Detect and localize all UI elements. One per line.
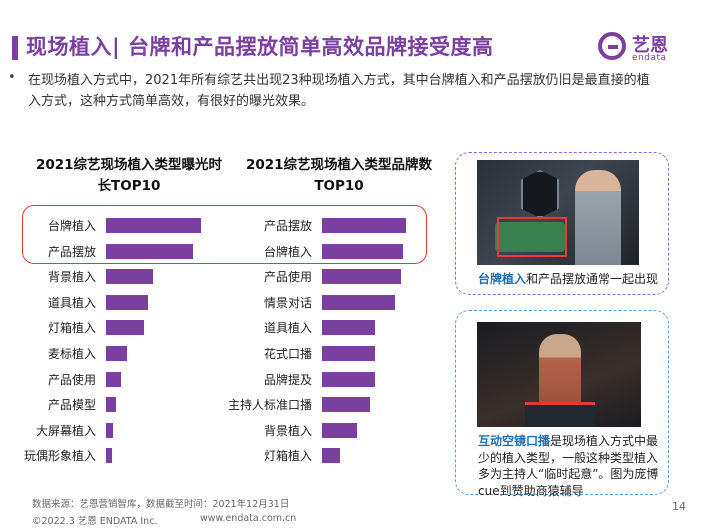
chart2-category-label: 情景对话 — [263, 295, 312, 310]
copyright: ©2022.3 艺恩 ENDATA Inc. — [32, 516, 158, 527]
person-figure — [575, 170, 621, 265]
chart2-category-label: 灯箱植入 — [263, 449, 312, 464]
chart1-bar — [106, 218, 201, 233]
example-card-2 — [455, 310, 669, 495]
chart2-bar — [322, 243, 404, 259]
chart2-title: 2021综艺现场植入类型品牌数TOP10 — [245, 157, 433, 194]
chart2-category-label: 产品摆放 — [263, 219, 312, 233]
chart2-category-label: 道具植入 — [263, 321, 312, 336]
page-title: 现场植入| 台牌和产品摆放简单高效品牌接受度高 — [26, 35, 494, 59]
logo-cn-text: 艺恩 — [632, 35, 668, 56]
card1-caption: 台牌植入和产品摆放通常一起出现 — [478, 270, 668, 287]
chart1-category-label: 玩偶形象植入 — [23, 449, 96, 464]
chart1-bar — [106, 243, 194, 259]
intro-paragraph: 在现场植入方式中，2021年所有综艺共出现23种现场植入方式，其中台牌植入和产品… — [28, 73, 650, 109]
chart1-bar — [106, 422, 113, 438]
chart1-bar — [106, 346, 127, 361]
chart2-bar — [322, 448, 340, 464]
card2-caption-highlight: 互动空镜口播 — [478, 434, 551, 448]
card1-caption-highlight: 台牌植入 — [478, 272, 527, 286]
host-desk — [525, 402, 595, 427]
chart2-bar — [322, 371, 375, 387]
chart1-bar — [106, 320, 144, 336]
example-card-1 — [455, 152, 669, 295]
card2-caption-text: 是现场植入方式中最少的植入类型，一般这种类型植入多为主持人“临时起意”。图为庞博… — [478, 434, 659, 498]
card2-caption: 互动空镜口播是现场植入方式中最少的植入类型，一般这种类型植入多为主持人“临时起意… — [478, 433, 668, 499]
chart2-bar — [322, 294, 396, 310]
chart1-bar — [106, 371, 122, 387]
data-source: 数据来源：艺恩营销智库，数据截至时间：2021年12月31日 — [32, 499, 290, 510]
chart2-bar — [322, 269, 401, 285]
chart1-bar — [106, 269, 153, 285]
page-number: 14 — [672, 500, 686, 513]
chart1-category-label: 背景植入 — [47, 270, 96, 285]
chart1-bar — [106, 448, 112, 464]
chart1-title: 2021综艺现场植入类型曝光时长TOP10 — [35, 157, 223, 194]
example-photo-1 — [477, 160, 639, 265]
show-logo-shape — [521, 170, 559, 218]
chart1-category-label: 产品模型 — [47, 398, 96, 413]
chart2-category-label: 背景植入 — [263, 423, 312, 438]
chart2-bar — [322, 346, 375, 361]
photo-highlight-box — [497, 217, 567, 257]
chart1-category-label: 产品使用 — [47, 372, 96, 387]
chart2-bar — [322, 422, 358, 438]
chart2-bar — [322, 320, 375, 336]
website-link[interactable]: www.endata.com.cn — [200, 513, 297, 524]
chart2-category-label: 花式口播 — [263, 347, 312, 361]
chart1-category-label: 麦标植入 — [47, 347, 96, 361]
logo-en-text: endata — [632, 53, 667, 63]
card1-caption-text: 和产品摆放通常一起出现 — [526, 272, 659, 286]
chart1-category-label: 灯箱植入 — [47, 321, 96, 336]
chart1-category-label: 道具植入 — [47, 295, 96, 310]
table-card-shape — [495, 222, 565, 252]
endata-logo-icon — [598, 32, 626, 60]
chart2-category-label: 主持人标准口播 — [227, 398, 312, 413]
chart2-category-label: 品牌提及 — [263, 372, 312, 387]
bullet-dot: • — [8, 70, 16, 85]
chart1-category-label: 台牌植入 — [47, 219, 96, 233]
chart2-bar — [322, 218, 406, 233]
example-photo-2 — [477, 322, 641, 427]
chart1-category-label: 大屏幕植入 — [35, 423, 96, 438]
title-accent-bar — [12, 36, 18, 60]
chart1-bar — [106, 397, 117, 413]
chart2-category-label: 台牌植入 — [263, 244, 312, 259]
top2-highlight-box — [22, 205, 427, 264]
endata-logo: 艺恩 endata — [598, 30, 692, 66]
chart1-category-label: 产品摆放 — [47, 244, 96, 259]
chart2-category-label: 产品使用 — [263, 270, 312, 285]
chart1-bar — [106, 294, 148, 310]
chart2-bar — [322, 397, 370, 413]
